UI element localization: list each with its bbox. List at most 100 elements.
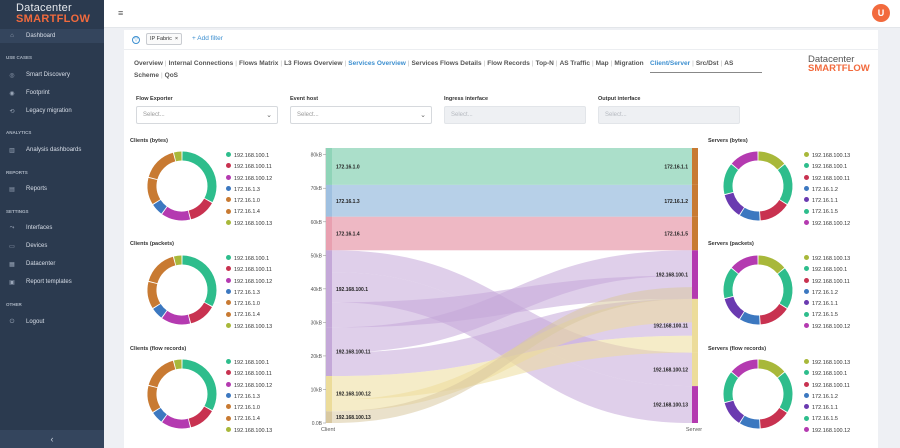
tab-top-n[interactable]: Top-N [535, 60, 554, 67]
legend-item[interactable]: 192.168.100.1 [226, 254, 272, 265]
legend-item[interactable]: 172.16.1.5 [804, 310, 850, 321]
tab-services-flows-details[interactable]: Services Flows Details [411, 60, 482, 67]
legend-item[interactable]: 172.16.1.1 [804, 299, 850, 310]
legend-dot [226, 300, 231, 306]
sidebar-item-label: Interfaces [26, 225, 53, 231]
legend-item[interactable]: 172.16.1.0 [226, 196, 272, 207]
legend-item[interactable]: 172.16.1.5 [804, 207, 850, 218]
app-logo[interactable]: Datacenter SMARTFLOW [0, 0, 104, 28]
sidebar-item-footprint[interactable]: ◉ Footprint [0, 86, 104, 100]
menu-icon[interactable]: ≡ [118, 8, 124, 18]
subtab-src-dst[interactable]: Src/Dst [695, 60, 719, 67]
legend-item[interactable]: 192.168.100.12 [804, 426, 850, 437]
legend-item[interactable]: 192.168.100.11 [226, 369, 272, 380]
logo-line2: SMARTFLOW [16, 13, 91, 25]
legend-item[interactable]: 172.16.1.2 [804, 288, 850, 299]
add-filter-link[interactable]: + Add filter [192, 35, 223, 42]
legend-item[interactable]: 172.16.1.1 [804, 196, 850, 207]
sidebar-item-datacenter[interactable]: ▦ Datacenter [0, 257, 104, 271]
legend-item[interactable]: 172.16.1.2 [804, 392, 850, 403]
legend-item[interactable]: 192.168.100.11 [226, 265, 272, 276]
donut-slice [182, 151, 217, 203]
flow-exporter-label: Flow Exporter [136, 96, 173, 102]
donut-title: Servers (packets) [708, 241, 754, 247]
legend-label: 192.168.100.1 [812, 267, 848, 274]
sidebar-item-dashboard[interactable]: ⌂ Dashboard [0, 29, 104, 43]
client-node-label: 172.16.1.0 [336, 164, 360, 170]
legend-label: 192.168.100.1 [234, 256, 270, 262]
legend-item[interactable]: 172.16.1.3 [226, 392, 272, 403]
user-avatar[interactable]: U [872, 4, 890, 22]
tab-migration-scheme[interactable]: Migration Scheme [134, 60, 644, 79]
legend-item[interactable]: 192.168.100.11 [804, 381, 850, 392]
legend-item[interactable]: 192.168.100.12 [804, 219, 850, 230]
legend-item[interactable]: 192.168.100.1 [226, 151, 272, 162]
sidebar-item-smart-discovery[interactable]: ◎ Smart Discovery [0, 68, 104, 82]
top-bar: ≡ U [104, 0, 900, 28]
event-host-select[interactable]: Select... ⌄ [290, 106, 432, 124]
legend-item[interactable]: 172.16.1.0 [226, 299, 272, 310]
legend-label: 172.16.1.1 [812, 301, 838, 308]
tab-map[interactable]: Map [595, 60, 609, 67]
tab-as-traffic[interactable]: AS Traffic [559, 60, 590, 67]
sidebar-item-label: Report templates [26, 279, 72, 285]
legend-item[interactable]: 192.168.100.13 [226, 426, 272, 437]
tab-internal-connections[interactable]: Internal Connections [168, 60, 234, 67]
donut-slice [739, 311, 760, 325]
sidebar-item-analysis-dashboards[interactable]: ▥ Analysis dashboards [0, 143, 104, 157]
donut-legend: 192.168.100.1 192.168.100.11 192.168.100.1… [226, 151, 272, 230]
donut-slice [153, 303, 167, 318]
output-interface-label: Output interface [598, 96, 641, 102]
filter-chip[interactable]: IP Fabric × [146, 33, 183, 45]
sidebar-collapse-button[interactable]: ‹ [0, 430, 104, 448]
sidebar-item-interfaces[interactable]: ⤳ Interfaces [0, 221, 104, 235]
filter-icon[interactable]: ▽ [132, 36, 140, 44]
legend-item[interactable]: 192.168.100.1 [804, 265, 850, 276]
tab-qos[interactable]: QoS [164, 72, 179, 79]
sidebar-item-devices[interactable]: ▭ Devices [0, 239, 104, 253]
tab-l3-flows-overview[interactable]: L3 Flows Overview [284, 60, 343, 67]
sidebar-item-logout[interactable]: ⏻ Logout [0, 315, 104, 329]
tab-overview[interactable]: Overview [134, 60, 163, 67]
legend-item[interactable]: 192.168.100.12 [226, 277, 272, 288]
legend-item[interactable]: 172.16.1.4 [226, 207, 272, 218]
legend-item[interactable]: 172.16.1.1 [804, 403, 850, 414]
sidebar-item-reports[interactable]: ▤ Reports [0, 182, 104, 196]
close-icon[interactable]: × [174, 36, 179, 42]
legend-item[interactable]: 192.168.100.11 [226, 162, 272, 173]
sidebar-item-legacy-migration[interactable]: ⟲ Legacy migration [0, 104, 104, 118]
subtab-as[interactable]: AS [724, 60, 734, 67]
legend-item[interactable]: 172.16.1.3 [226, 185, 272, 196]
legend-label: 172.16.1.0 [234, 405, 260, 412]
flow-exporter-select[interactable]: Select... ⌄ [136, 106, 278, 124]
legend-item[interactable]: 192.168.100.13 [804, 254, 850, 265]
legend-item[interactable]: 192.168.100.1 [804, 162, 850, 173]
legend-item[interactable]: 172.16.1.0 [226, 403, 272, 414]
legend-item[interactable]: 172.16.1.4 [226, 310, 272, 321]
legend-item[interactable]: 192.168.100.12 [226, 381, 272, 392]
legend-label: 192.168.100.1 [812, 164, 848, 171]
legend-item[interactable]: 172.16.1.4 [226, 414, 272, 425]
sidebar-item-report-templates[interactable]: ▣ Report templates [0, 275, 104, 289]
legend-item[interactable]: 192.168.100.12 [226, 174, 272, 185]
legend-dot [226, 426, 231, 432]
tab-flow-records[interactable]: Flow Records [487, 60, 530, 67]
legend-label: 192.168.100.1 [234, 153, 270, 159]
legend-item[interactable]: 192.168.100.13 [804, 151, 850, 162]
legend-item[interactable]: 192.168.100.13 [226, 219, 272, 230]
legend-item[interactable]: 192.168.100.1 [804, 369, 850, 380]
legend-item[interactable]: 192.168.100.12 [804, 322, 850, 333]
template-icon: ▣ [9, 279, 15, 286]
legend-item[interactable]: 192.168.100.13 [804, 358, 850, 369]
tab-services-overview[interactable]: Services Overview [348, 60, 406, 67]
legend-item[interactable]: 172.16.1.2 [804, 185, 850, 196]
legend-item[interactable]: 172.16.1.3 [226, 288, 272, 299]
legend-item[interactable]: 192.168.100.13 [226, 322, 272, 333]
legend-item[interactable]: 192.168.100.11 [804, 277, 850, 288]
legend-item[interactable]: 192.168.100.11 [804, 174, 850, 185]
donut-slice [777, 268, 793, 309]
legend-item[interactable]: 172.16.1.5 [804, 414, 850, 425]
tab-flows-matrix[interactable]: Flows Matrix [238, 60, 279, 67]
subtab-client-server[interactable]: Client/Server [650, 60, 691, 67]
legend-item[interactable]: 192.168.100.1 [226, 358, 272, 369]
